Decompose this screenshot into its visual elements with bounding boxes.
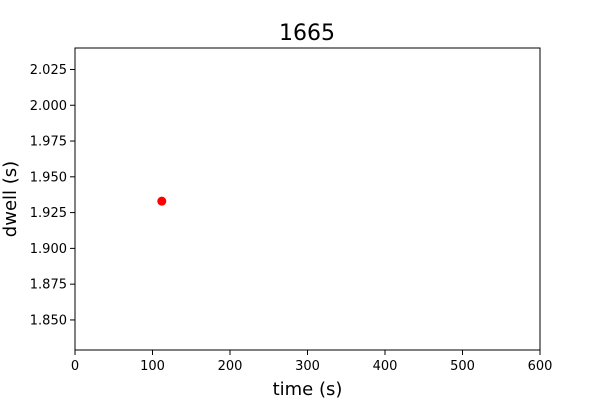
- y-tick-label: 1.975: [30, 135, 67, 150]
- x-tick-label: 200: [218, 359, 243, 374]
- y-tick-label: 1.925: [30, 206, 67, 221]
- y-tick-label: 1.900: [30, 242, 67, 257]
- y-tick-label: 1.950: [30, 170, 67, 185]
- chart-title: 1665: [279, 21, 335, 46]
- data-point: [157, 196, 167, 206]
- y-tick-label: 1.875: [30, 278, 67, 293]
- x-tick-label: 500: [450, 359, 475, 374]
- data-points: [157, 196, 167, 206]
- y-tick-label: 2.000: [30, 99, 67, 114]
- x-tick-label: 600: [528, 359, 553, 374]
- x-axis: 0 100 200 300 400 500 600: [71, 350, 553, 374]
- x-tick-label: 0: [71, 359, 79, 374]
- y-tick-label: 2.025: [30, 63, 67, 78]
- y-axis-label: dwell (s): [0, 161, 21, 237]
- plot-area-frame: [74, 47, 541, 351]
- x-tick-label: 400: [373, 359, 398, 374]
- x-axis-label: time (s): [273, 379, 343, 400]
- x-tick-label: 300: [295, 359, 320, 374]
- x-tick-label: 100: [140, 359, 165, 374]
- y-axis: 1.850 1.875 1.900 1.925 1.950 1.975 2.000 2.025: [30, 63, 75, 328]
- y-tick-label: 1.850: [30, 313, 67, 328]
